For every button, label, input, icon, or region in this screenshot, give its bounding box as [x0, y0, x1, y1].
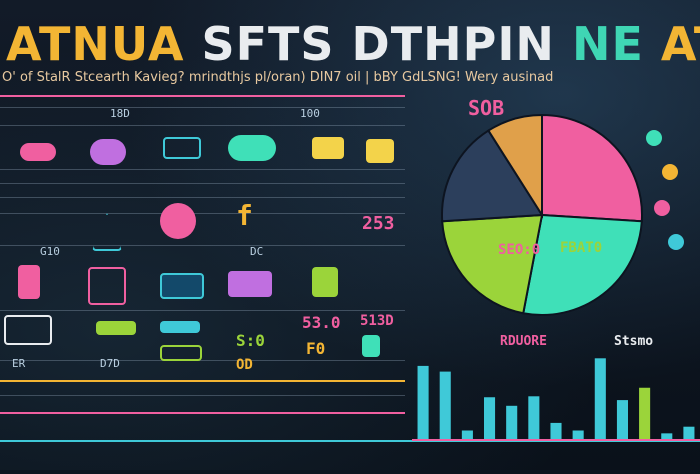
monitor-icon	[163, 137, 201, 159]
window-icon	[228, 271, 272, 297]
bar	[616, 400, 628, 440]
bar	[661, 433, 673, 440]
label-row4: 53.0	[302, 313, 341, 332]
grid-line	[0, 169, 405, 170]
label-row7: OD	[236, 357, 253, 373]
label-top-right: SOB	[468, 96, 505, 120]
chat-bubble-icon	[228, 135, 276, 161]
pie-center-label: SEO:0	[498, 242, 541, 258]
small-label: G10	[40, 245, 60, 258]
small-label: D7D	[100, 357, 120, 370]
label-row6b: F0	[306, 339, 326, 358]
bar	[572, 430, 584, 440]
page-title: ATNUA SFTS DTHPIN NE ATTLNN!	[0, 16, 700, 72]
small-label: DC	[250, 245, 264, 258]
tree-icon	[160, 203, 196, 239]
divider-rule	[0, 95, 405, 97]
screen-icon	[88, 267, 126, 305]
title-part-1: ATNUA	[6, 17, 185, 71]
title-part-4: ATTLNN!	[660, 17, 700, 71]
pie-slice	[441, 129, 544, 223]
bar-chart-right-label: Stsmo	[614, 334, 654, 349]
grid-line	[0, 310, 405, 311]
subtitle: O' of StalR Stcearth Kavieg? mrindthjs p…	[2, 70, 554, 85]
left-infographic-panel: f 253 53.0 513D S:0 F0 OD 18D 100 G10 DC…	[0, 95, 405, 470]
bar	[506, 405, 518, 440]
divider-rule	[0, 380, 405, 382]
grid-line	[0, 245, 405, 246]
jar-icon	[18, 265, 40, 299]
bar	[594, 358, 606, 440]
grid-line	[0, 213, 405, 214]
circle-icon	[654, 200, 670, 216]
flag-icon	[362, 335, 380, 357]
bar	[528, 396, 540, 440]
label-mid-right: 253	[362, 213, 395, 234]
pie-right-label: FBAT0	[560, 240, 603, 256]
cloud-icon	[90, 139, 126, 165]
bar	[417, 365, 429, 440]
bar	[439, 371, 451, 440]
bar-icon	[160, 321, 200, 333]
pie-chart	[430, 110, 655, 320]
label-row6: S:0	[236, 331, 265, 350]
triangle-icon	[92, 213, 122, 251]
bar	[461, 430, 473, 440]
divider-rule	[0, 440, 700, 442]
cloud-icon	[20, 143, 56, 161]
small-label: 100	[300, 107, 320, 120]
grid-line	[0, 197, 405, 198]
pie-slice	[541, 113, 643, 223]
grid-line	[0, 107, 405, 108]
small-label: 18D	[110, 107, 130, 120]
pie-slice	[522, 213, 643, 316]
bar-icon	[160, 345, 202, 361]
circle-icon	[646, 130, 662, 146]
bar	[683, 426, 695, 440]
label-row5-right: 513D	[360, 313, 394, 329]
label-f: f	[236, 199, 253, 232]
grid-line	[0, 183, 405, 184]
circle-icon	[662, 164, 678, 180]
note-icon	[366, 139, 394, 163]
small-label: ER	[12, 357, 26, 370]
bar-chart-left-label: RDUORE	[500, 334, 547, 349]
bar	[639, 387, 651, 440]
tool-icon	[312, 267, 338, 297]
grid-line	[0, 360, 405, 361]
monitor-icon	[160, 273, 204, 299]
pie-slice	[441, 213, 544, 315]
grid-line	[0, 125, 405, 126]
pie-chart-svg	[441, 113, 643, 316]
circle-icon	[668, 234, 684, 250]
bar-chart-svg	[412, 358, 700, 441]
document-icon	[4, 315, 52, 345]
bar	[484, 397, 496, 440]
bar-chart	[412, 330, 700, 470]
list-icon	[96, 321, 136, 335]
title-part-2: SFTS DTHPIN	[201, 17, 555, 71]
bar	[550, 422, 562, 440]
pie-slice	[487, 113, 543, 219]
title-part-3: NE	[571, 17, 644, 71]
note-icon	[312, 137, 344, 159]
divider-rule	[0, 412, 405, 414]
grid-line	[0, 395, 405, 396]
